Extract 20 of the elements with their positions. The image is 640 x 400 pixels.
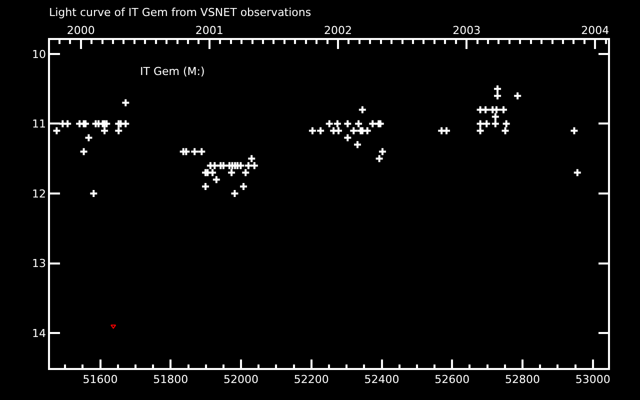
x-tick-label: 52000 (224, 372, 259, 386)
x2-tick-label: 2004 (581, 24, 610, 37)
x-tick-label: 52800 (505, 372, 540, 386)
chart-title: Light curve of IT Gem from VSNET observations (49, 6, 312, 19)
x2-tick-label: 2001 (195, 24, 224, 37)
x2-tick-label: 2000 (66, 24, 95, 37)
x2-tick-label: 2002 (324, 24, 352, 37)
annotation: IT Gem (M:) (140, 65, 205, 78)
x-tick-label: 52600 (434, 372, 470, 386)
x-tick-label: 51600 (82, 372, 118, 386)
y-tick-label: 11 (32, 118, 46, 131)
y-tick-label: 13 (32, 257, 46, 270)
x2-tick-label: 2003 (452, 24, 481, 37)
x-tick-label: 52400 (364, 372, 400, 386)
y-tick-label: 14 (32, 326, 46, 340)
x-tick-label: 52200 (294, 372, 329, 386)
x-tick-label: 53000 (575, 372, 610, 386)
y-tick-label: 10 (32, 48, 46, 61)
x-tick-label: 51800 (153, 372, 188, 386)
y-tick-label: 12 (32, 187, 46, 200)
